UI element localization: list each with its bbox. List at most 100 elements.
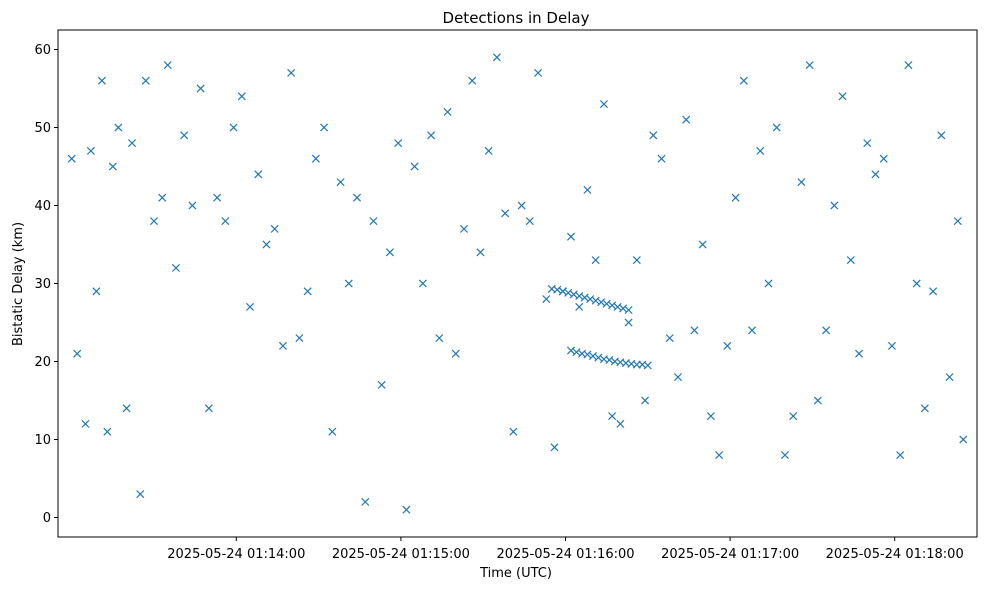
detection-point bbox=[887, 341, 896, 350]
detection-point bbox=[534, 68, 543, 77]
detection-point bbox=[813, 396, 822, 405]
detection-point bbox=[959, 435, 968, 444]
detection-point bbox=[599, 100, 608, 109]
detection-point bbox=[254, 170, 263, 179]
detection-point bbox=[805, 61, 814, 70]
detection-point bbox=[553, 285, 562, 294]
detection-point bbox=[945, 373, 954, 382]
detection-point bbox=[690, 326, 699, 335]
y-tick-label: 50 bbox=[34, 121, 51, 136]
detection-point bbox=[246, 302, 255, 311]
detection-point bbox=[780, 451, 789, 460]
detection-point bbox=[229, 123, 238, 132]
detection-point bbox=[103, 427, 112, 436]
detection-point bbox=[558, 287, 567, 296]
detection-point bbox=[871, 170, 880, 179]
y-tick-label: 0 bbox=[43, 511, 51, 526]
detection-point bbox=[188, 201, 197, 210]
detection-point bbox=[385, 248, 394, 257]
detection-point bbox=[855, 349, 864, 358]
detection-point bbox=[476, 248, 485, 257]
detection-point bbox=[221, 217, 230, 226]
x-tick-label: 2025-05-24 01:16:00 bbox=[496, 547, 634, 562]
detection-point bbox=[586, 295, 595, 304]
detection-point bbox=[863, 139, 872, 148]
detection-point bbox=[830, 201, 839, 210]
detection-point bbox=[369, 217, 378, 226]
detection-point bbox=[451, 349, 460, 358]
detection-point bbox=[402, 505, 411, 514]
x-tick-label: 2025-05-24 01:14:00 bbox=[167, 547, 305, 562]
detection-point bbox=[594, 353, 603, 362]
detection-point bbox=[575, 291, 584, 301]
detection-point bbox=[649, 131, 658, 140]
detection-point bbox=[569, 290, 578, 299]
detection-point bbox=[81, 419, 90, 428]
detection-point bbox=[665, 334, 674, 343]
detection-point bbox=[180, 131, 189, 140]
y-tick-label: 30 bbox=[34, 277, 51, 292]
detection-point bbox=[580, 293, 589, 302]
detection-point bbox=[418, 279, 427, 288]
detection-point bbox=[896, 451, 905, 460]
detection-point bbox=[270, 224, 279, 233]
detection-point bbox=[797, 178, 806, 187]
detection-point bbox=[361, 497, 370, 506]
detection-point bbox=[542, 295, 551, 304]
detection-point bbox=[262, 240, 271, 249]
detection-point bbox=[608, 412, 617, 421]
detection-point bbox=[772, 123, 781, 132]
detection-point bbox=[287, 68, 296, 77]
detection-series bbox=[566, 346, 652, 370]
detection-point bbox=[73, 349, 82, 358]
detection-point bbox=[108, 162, 117, 171]
detection-point bbox=[92, 287, 101, 296]
detection-point bbox=[715, 451, 724, 460]
detection-point bbox=[682, 115, 691, 124]
detection-point bbox=[706, 412, 715, 421]
detection-point bbox=[591, 256, 600, 265]
detection-point bbox=[136, 490, 145, 499]
y-tick-label: 10 bbox=[34, 433, 51, 448]
x-tick-label: 2025-05-24 01:18:00 bbox=[826, 547, 964, 562]
x-axis-label: Time (UTC) bbox=[479, 566, 552, 581]
detection-point bbox=[673, 373, 683, 382]
detection-point bbox=[213, 193, 222, 202]
detection-point bbox=[237, 92, 246, 101]
detection-point bbox=[879, 154, 888, 163]
detection-point bbox=[789, 412, 798, 421]
detection-point bbox=[141, 76, 150, 85]
detection-point bbox=[583, 350, 592, 359]
detection-point bbox=[492, 53, 501, 62]
y-tick-label: 40 bbox=[34, 199, 51, 214]
detection-point bbox=[591, 296, 600, 305]
detection-point bbox=[328, 427, 337, 436]
detection-point bbox=[619, 304, 628, 313]
detection-point bbox=[723, 341, 732, 350]
detection-point bbox=[953, 217, 962, 226]
detection-point bbox=[904, 61, 913, 70]
detection-point bbox=[608, 301, 617, 310]
detection-point bbox=[149, 217, 159, 226]
detection-point bbox=[657, 154, 666, 163]
detection-point bbox=[643, 361, 652, 370]
detection-point bbox=[311, 154, 320, 163]
detection-point bbox=[509, 427, 518, 436]
detection-point bbox=[616, 419, 625, 428]
detection-point bbox=[435, 334, 444, 343]
detection-point bbox=[501, 209, 510, 218]
detection-point bbox=[846, 256, 855, 265]
detection-point bbox=[468, 76, 477, 85]
detection-point bbox=[484, 146, 493, 155]
detection-point bbox=[196, 84, 205, 93]
detection-point bbox=[641, 396, 650, 405]
detection-point bbox=[588, 352, 597, 361]
detection-point bbox=[344, 279, 353, 288]
detection-point bbox=[303, 287, 312, 296]
y-axis: 0 10 20 30 40 50 60 bbox=[34, 43, 58, 526]
y-tick-label: 20 bbox=[34, 355, 51, 370]
detection-point bbox=[572, 348, 581, 357]
chart-title: Detections in Delay bbox=[443, 9, 590, 27]
